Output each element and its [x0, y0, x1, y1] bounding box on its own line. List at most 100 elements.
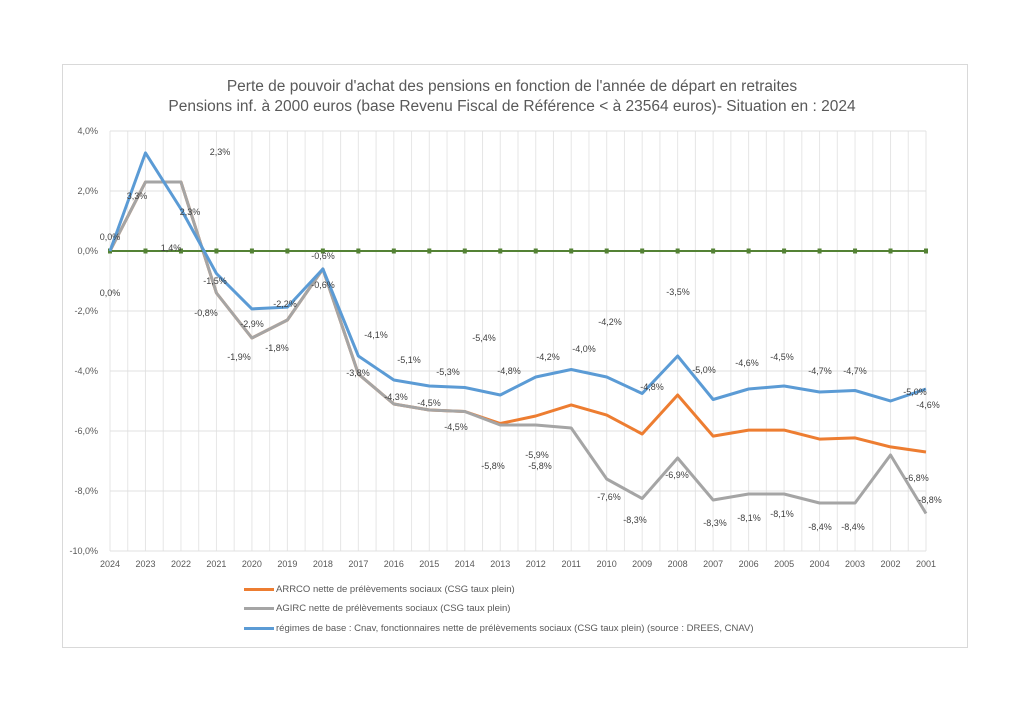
data-label: -4,3%: [384, 392, 408, 402]
data-label: -5,3%: [436, 367, 460, 377]
data-label: -5,0%: [692, 365, 716, 375]
data-label: -5,1%: [397, 355, 421, 365]
data-label: 0,0%: [100, 232, 121, 242]
y-tick-label: -8,0%: [74, 486, 98, 496]
legend-label: AGIRC nette de prélèvements sociaux (CSG…: [276, 603, 511, 614]
zero-line-marker: [604, 248, 609, 254]
data-label: -8,4%: [808, 522, 832, 532]
x-tick-label: 2020: [242, 559, 262, 569]
x-tick-label: 2008: [668, 559, 688, 569]
zero-line-marker: [746, 248, 751, 254]
data-label: -5,0%: [903, 387, 927, 397]
data-label: -3,5%: [666, 287, 690, 297]
data-label: -1,5%: [203, 276, 227, 286]
x-tick-label: 2023: [135, 559, 155, 569]
data-label: -5,4%: [472, 333, 496, 343]
chart-title: Perte de pouvoir d'achat des pensions en…: [226, 78, 798, 95]
zero-line-marker: [817, 248, 822, 254]
zero-line-marker: [498, 248, 503, 254]
data-label: -4,5%: [417, 398, 441, 408]
y-tick-label: 2,0%: [77, 186, 98, 196]
x-tick-label: 2024: [100, 559, 120, 569]
legend-swatch: [244, 627, 274, 630]
x-tick-label: 2011: [562, 559, 581, 569]
y-tick-label: 0,0%: [77, 246, 98, 256]
chart-subtitle: Pensions inf. à 2000 euros (base Revenu …: [168, 98, 856, 115]
data-label: -3,8%: [346, 368, 370, 378]
x-tick-label: 2009: [632, 559, 652, 569]
zero-line-marker: [533, 248, 538, 254]
x-tick-label: 2010: [597, 559, 617, 569]
x-tick-label: 2007: [703, 559, 723, 569]
legend-label: régimes de base : Cnav, fonctionnaires n…: [276, 623, 754, 634]
data-label: -0,6%: [311, 280, 335, 290]
series-line-2: [108, 151, 927, 403]
data-label: -2,9%: [240, 319, 264, 329]
zero-line-marker: [285, 248, 290, 254]
y-tick-label: -2,0%: [74, 306, 98, 316]
data-label: -1,9%: [227, 352, 251, 362]
zero-line-marker: [675, 248, 680, 254]
data-label: 2,3%: [180, 207, 201, 217]
zero-line-marker: [711, 248, 716, 254]
zero-line-marker: [356, 248, 361, 254]
x-tick-label: 2017: [348, 559, 368, 569]
zero-line-marker: [249, 248, 254, 254]
zero-line-marker: [427, 248, 432, 254]
data-label: -8,4%: [841, 522, 865, 532]
zero-line-marker: [391, 248, 396, 254]
zero-line-marker: [782, 248, 787, 254]
data-label: 0,0%: [100, 288, 121, 298]
zero-line-marker: [320, 248, 325, 254]
data-label: -4,0%: [572, 344, 596, 354]
data-label: -4,7%: [843, 366, 867, 376]
data-label: -8,3%: [703, 518, 727, 528]
zero-line-marker: [462, 248, 467, 254]
data-label: -8,1%: [737, 513, 761, 523]
x-tick-label: 2013: [490, 559, 510, 569]
data-label: -4,8%: [640, 382, 664, 392]
x-tick-label: 2002: [881, 559, 901, 569]
x-tick-label: 2022: [171, 559, 191, 569]
data-label: -0,8%: [194, 308, 218, 318]
zero-line-marker: [143, 248, 148, 254]
zero-line-marker: [924, 248, 928, 254]
data-label: -8,3%: [623, 515, 647, 525]
zero-line-marker: [214, 248, 219, 254]
x-tick-label: 2003: [845, 559, 865, 569]
legend-label: ARRCO nette de prélèvements sociaux (CSG…: [276, 584, 515, 595]
x-tick-label: 2019: [277, 559, 297, 569]
x-tick-label: 2018: [313, 559, 333, 569]
data-label: -0,6%: [311, 251, 335, 261]
legend-swatch: [244, 588, 274, 591]
x-tick-label: 2021: [206, 559, 226, 569]
data-label: -4,7%: [808, 366, 832, 376]
legend-item-agirc: AGIRC nette de prélèvements sociaux (CSG…: [244, 603, 510, 614]
x-tick-label: 2012: [526, 559, 546, 569]
data-label: -5,9%: [525, 450, 549, 460]
data-label: -4,8%: [497, 366, 521, 376]
data-label: -5,8%: [481, 461, 505, 471]
data-label: -2,2%: [273, 299, 297, 309]
legend-item-arrco: ARRCO nette de prélèvements sociaux (CSG…: [244, 584, 515, 595]
data-label: -5,8%: [528, 461, 552, 471]
x-tick-label: 2004: [810, 559, 830, 569]
zero-line-marker: [640, 248, 645, 254]
series-line-1: [108, 180, 928, 515]
legend-item-regimes-base: régimes de base : Cnav, fonctionnaires n…: [244, 623, 754, 634]
data-label: 1,4%: [161, 243, 182, 253]
x-tick-label: 2015: [419, 559, 439, 569]
x-tick-label: 2016: [384, 559, 404, 569]
legend-swatch: [244, 607, 274, 610]
data-label: 2,3%: [210, 147, 231, 157]
y-tick-label: -6,0%: [74, 426, 98, 436]
x-tick-label: 2001: [916, 559, 936, 569]
data-label: -4,1%: [364, 330, 388, 340]
data-label: -4,2%: [598, 317, 622, 327]
x-tick-label: 2014: [455, 559, 475, 569]
data-label: -7,6%: [597, 492, 621, 502]
zero-line-marker: [569, 248, 574, 254]
data-label: -4,6%: [735, 358, 759, 368]
x-tick-label: 2006: [739, 559, 759, 569]
